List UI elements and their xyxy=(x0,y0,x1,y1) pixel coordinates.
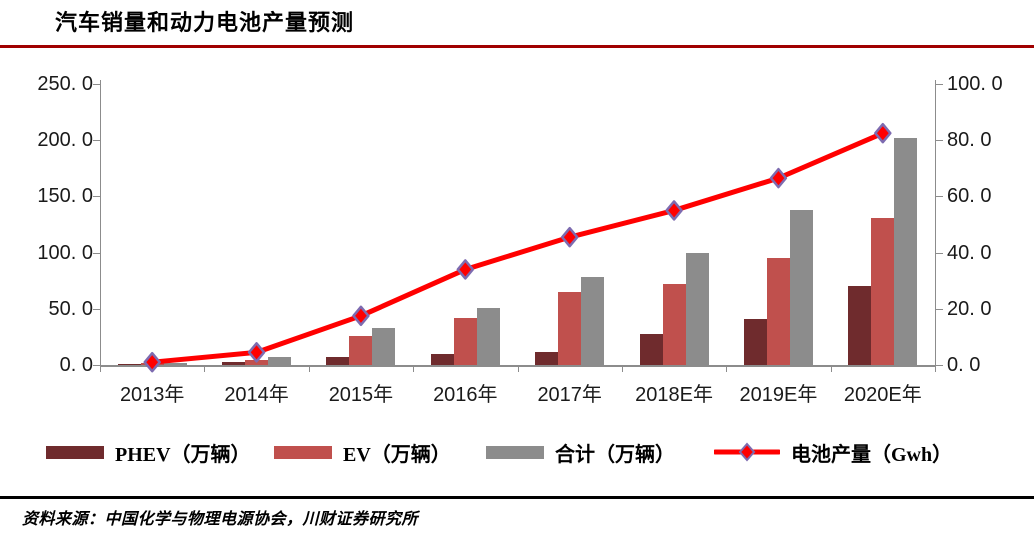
bar-ev-2014年 xyxy=(245,359,269,365)
right-axis-tick xyxy=(936,140,943,142)
x-axis-tick xyxy=(517,367,519,372)
x-axis-tick xyxy=(204,367,206,372)
footer-divider xyxy=(0,496,1034,499)
source-note: 资料来源：中国化学与物理电源协会，川财证券研究所 xyxy=(22,511,419,528)
legend-label-total: 合计（万辆） xyxy=(555,443,675,466)
line-marker xyxy=(143,351,161,373)
left-axis-tick xyxy=(93,140,100,142)
left-axis-line xyxy=(100,80,101,367)
bar-total-2014年 xyxy=(268,356,292,365)
right-axis-tick xyxy=(936,196,943,198)
x-tick-label: 2015年 xyxy=(328,384,394,406)
bar-phev-2016年 xyxy=(430,354,454,365)
legend-label-ev: EV（万辆） xyxy=(343,443,451,466)
left-axis-tick-label: 150. 0 xyxy=(37,185,93,208)
left-axis-tick xyxy=(93,365,100,366)
bar-ev-2020E年 xyxy=(871,217,895,365)
x-axis-tick xyxy=(935,367,936,372)
bar-ev-2019E年 xyxy=(766,257,790,365)
right-axis-tick-label: 80. 0 xyxy=(947,129,992,152)
x-tick-label: 2020E年 xyxy=(843,384,922,406)
right-axis-tick xyxy=(936,308,943,310)
legend-item-battery: 电池产量（Gwh） xyxy=(714,438,952,466)
bar-total-2015年 xyxy=(372,327,396,365)
line-marker xyxy=(456,259,475,280)
line-marker xyxy=(769,167,788,189)
right-axis-tick xyxy=(936,252,943,254)
left-axis-tick xyxy=(93,196,100,198)
left-axis-tick-label: 250. 0 xyxy=(37,73,93,95)
right-axis-tick-label: 60. 0 xyxy=(947,185,992,208)
bar-total-2013年 xyxy=(163,362,187,365)
x-axis-tick xyxy=(413,367,415,372)
legend-item-ev: EV（万辆） xyxy=(274,438,451,466)
right-axis-tick-label: 40. 0 xyxy=(947,241,992,264)
left-axis-tick xyxy=(93,84,100,85)
title-rule xyxy=(0,45,1034,48)
x-axis-tick xyxy=(308,367,310,372)
bar-phev-2020E年 xyxy=(848,286,872,365)
bar-total-2016年 xyxy=(476,308,500,365)
bar-ev-2018E年 xyxy=(662,283,686,365)
bar-total-2020E年 xyxy=(894,137,918,365)
page-title: 汽车销量和动力电池产量预测 xyxy=(55,10,355,35)
legend-item-total: 合计（万辆） xyxy=(486,438,675,466)
bar-ev-2017年 xyxy=(558,291,582,365)
x-axis-tick xyxy=(100,367,101,372)
x-tick-label: 2014年 xyxy=(224,384,289,406)
left-axis-tick-label: 100. 0 xyxy=(37,241,93,264)
x-axis-tick xyxy=(830,367,832,372)
bar-phev-2019E年 xyxy=(743,319,767,365)
line-marker xyxy=(665,200,683,221)
bar-ev-2016年 xyxy=(453,318,477,365)
bar-ev-2015年 xyxy=(349,336,373,365)
left-axis-tick-label: 200. 0 xyxy=(37,129,93,152)
right-axis-tick xyxy=(936,84,943,85)
line-marker xyxy=(560,226,579,248)
right-axis-tick-label: 100. 0 xyxy=(947,73,1003,95)
bar-total-2018E年 xyxy=(685,252,709,365)
line-marker xyxy=(874,122,892,144)
legend-swatch-total xyxy=(486,445,544,459)
right-axis-tick-label: 20. 0 xyxy=(947,297,992,320)
x-tick-label: 2018E年 xyxy=(635,384,713,406)
legend-label-battery: 电池产量（Gwh） xyxy=(791,443,953,466)
legend-line-marker-icon xyxy=(714,442,780,462)
x-axis-tick xyxy=(621,367,623,372)
x-tick-label: 2017年 xyxy=(537,384,602,406)
bar-phev-2013年 xyxy=(117,364,141,365)
left-axis-tick-label: 0. 0 xyxy=(59,354,93,376)
left-axis-tick xyxy=(93,252,100,254)
x-tick-label: 2013年 xyxy=(119,384,185,406)
legend-label-phev: PHEV（万辆） xyxy=(115,443,251,466)
legend-swatch-phev xyxy=(46,445,104,459)
bar-phev-2017年 xyxy=(535,352,559,365)
bar-total-2019E年 xyxy=(789,210,813,365)
right-axis-tick xyxy=(936,365,943,366)
x-tick-label: 2019E年 xyxy=(739,384,818,406)
legend-swatch-ev xyxy=(274,445,332,459)
bar-phev-2014年 xyxy=(222,362,246,365)
left-axis-tick-label: 50. 0 xyxy=(48,297,93,320)
legend-item-phev: PHEV（万辆） xyxy=(46,438,251,466)
bar-total-2017年 xyxy=(581,277,605,365)
x-axis-tick xyxy=(726,367,728,372)
bar-ev-2013年 xyxy=(140,363,164,365)
bar-phev-2018E年 xyxy=(639,333,663,365)
right-axis-line xyxy=(935,80,936,367)
line-marker xyxy=(247,342,266,363)
bar-phev-2015年 xyxy=(326,356,350,365)
right-axis-tick-label: 0. 0 xyxy=(947,354,981,376)
x-tick-label: 2016年 xyxy=(433,384,498,406)
left-axis-tick xyxy=(93,308,100,310)
line-marker xyxy=(352,305,370,327)
x-axis-line xyxy=(100,365,936,367)
